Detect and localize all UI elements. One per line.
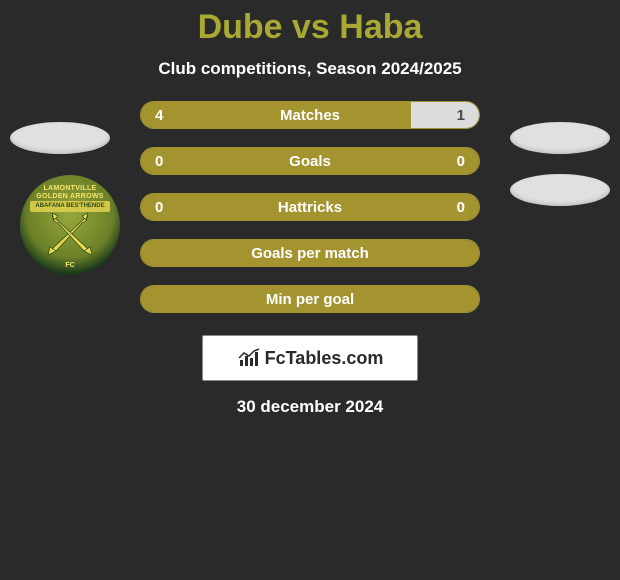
stat-row: Goals per match [140, 239, 480, 267]
bar-chart-icon [237, 348, 261, 368]
stat-row: Hattricks0 0 [140, 193, 480, 221]
badge-circle: LAMONTVILLE GOLDEN ARROWS ABAFANA BES'TH… [20, 175, 120, 275]
comparison-card: Dube vs Haba Club competitions, Season 2… [0, 0, 620, 417]
stat-label: Goals per match [141, 245, 479, 262]
attribution-text: FcTables.com [265, 348, 384, 369]
badge-line1: LAMONTVILLE [43, 185, 96, 192]
stat-row: Min per goal [140, 285, 480, 313]
badge-banner: ABAFANA BES'THENDE [30, 201, 110, 212]
subtitle: Club competitions, Season 2024/2025 [0, 59, 620, 79]
stat-value-left: 4 [155, 107, 163, 124]
stat-value-right: 0 [457, 199, 465, 216]
stat-bars: Matches41Goals00Hattricks00Goals per mat… [140, 101, 480, 313]
player-slot-right-2 [510, 174, 610, 206]
badge-top-text: LAMONTVILLE GOLDEN ARROWS [20, 185, 120, 200]
attribution-box: FcTables.com [202, 335, 418, 381]
badge-fc: FC [65, 262, 74, 269]
stat-label: Min per goal [141, 291, 479, 308]
page-title: Dube vs Haba [0, 8, 620, 47]
badge-line2: GOLDEN ARROWS [36, 193, 103, 200]
stat-row: Matches4 1 [140, 101, 480, 129]
player-slot-right-1 [510, 122, 610, 154]
date-label: 30 december 2024 [0, 397, 620, 417]
crossed-arrows-icon [46, 213, 94, 255]
stat-row: Goals0 0 [140, 147, 480, 175]
stat-value-left: 0 [155, 199, 163, 216]
player-slot-left [10, 122, 110, 154]
stat-value-left: 0 [155, 153, 163, 170]
stat-label: Hattricks [141, 199, 479, 216]
club-badge: LAMONTVILLE GOLDEN ARROWS ABAFANA BES'TH… [20, 175, 120, 295]
stat-value-right: 0 [457, 153, 465, 170]
stat-value-right: 1 [457, 107, 465, 124]
stat-label: Matches [141, 107, 479, 124]
stat-label: Goals [141, 153, 479, 170]
